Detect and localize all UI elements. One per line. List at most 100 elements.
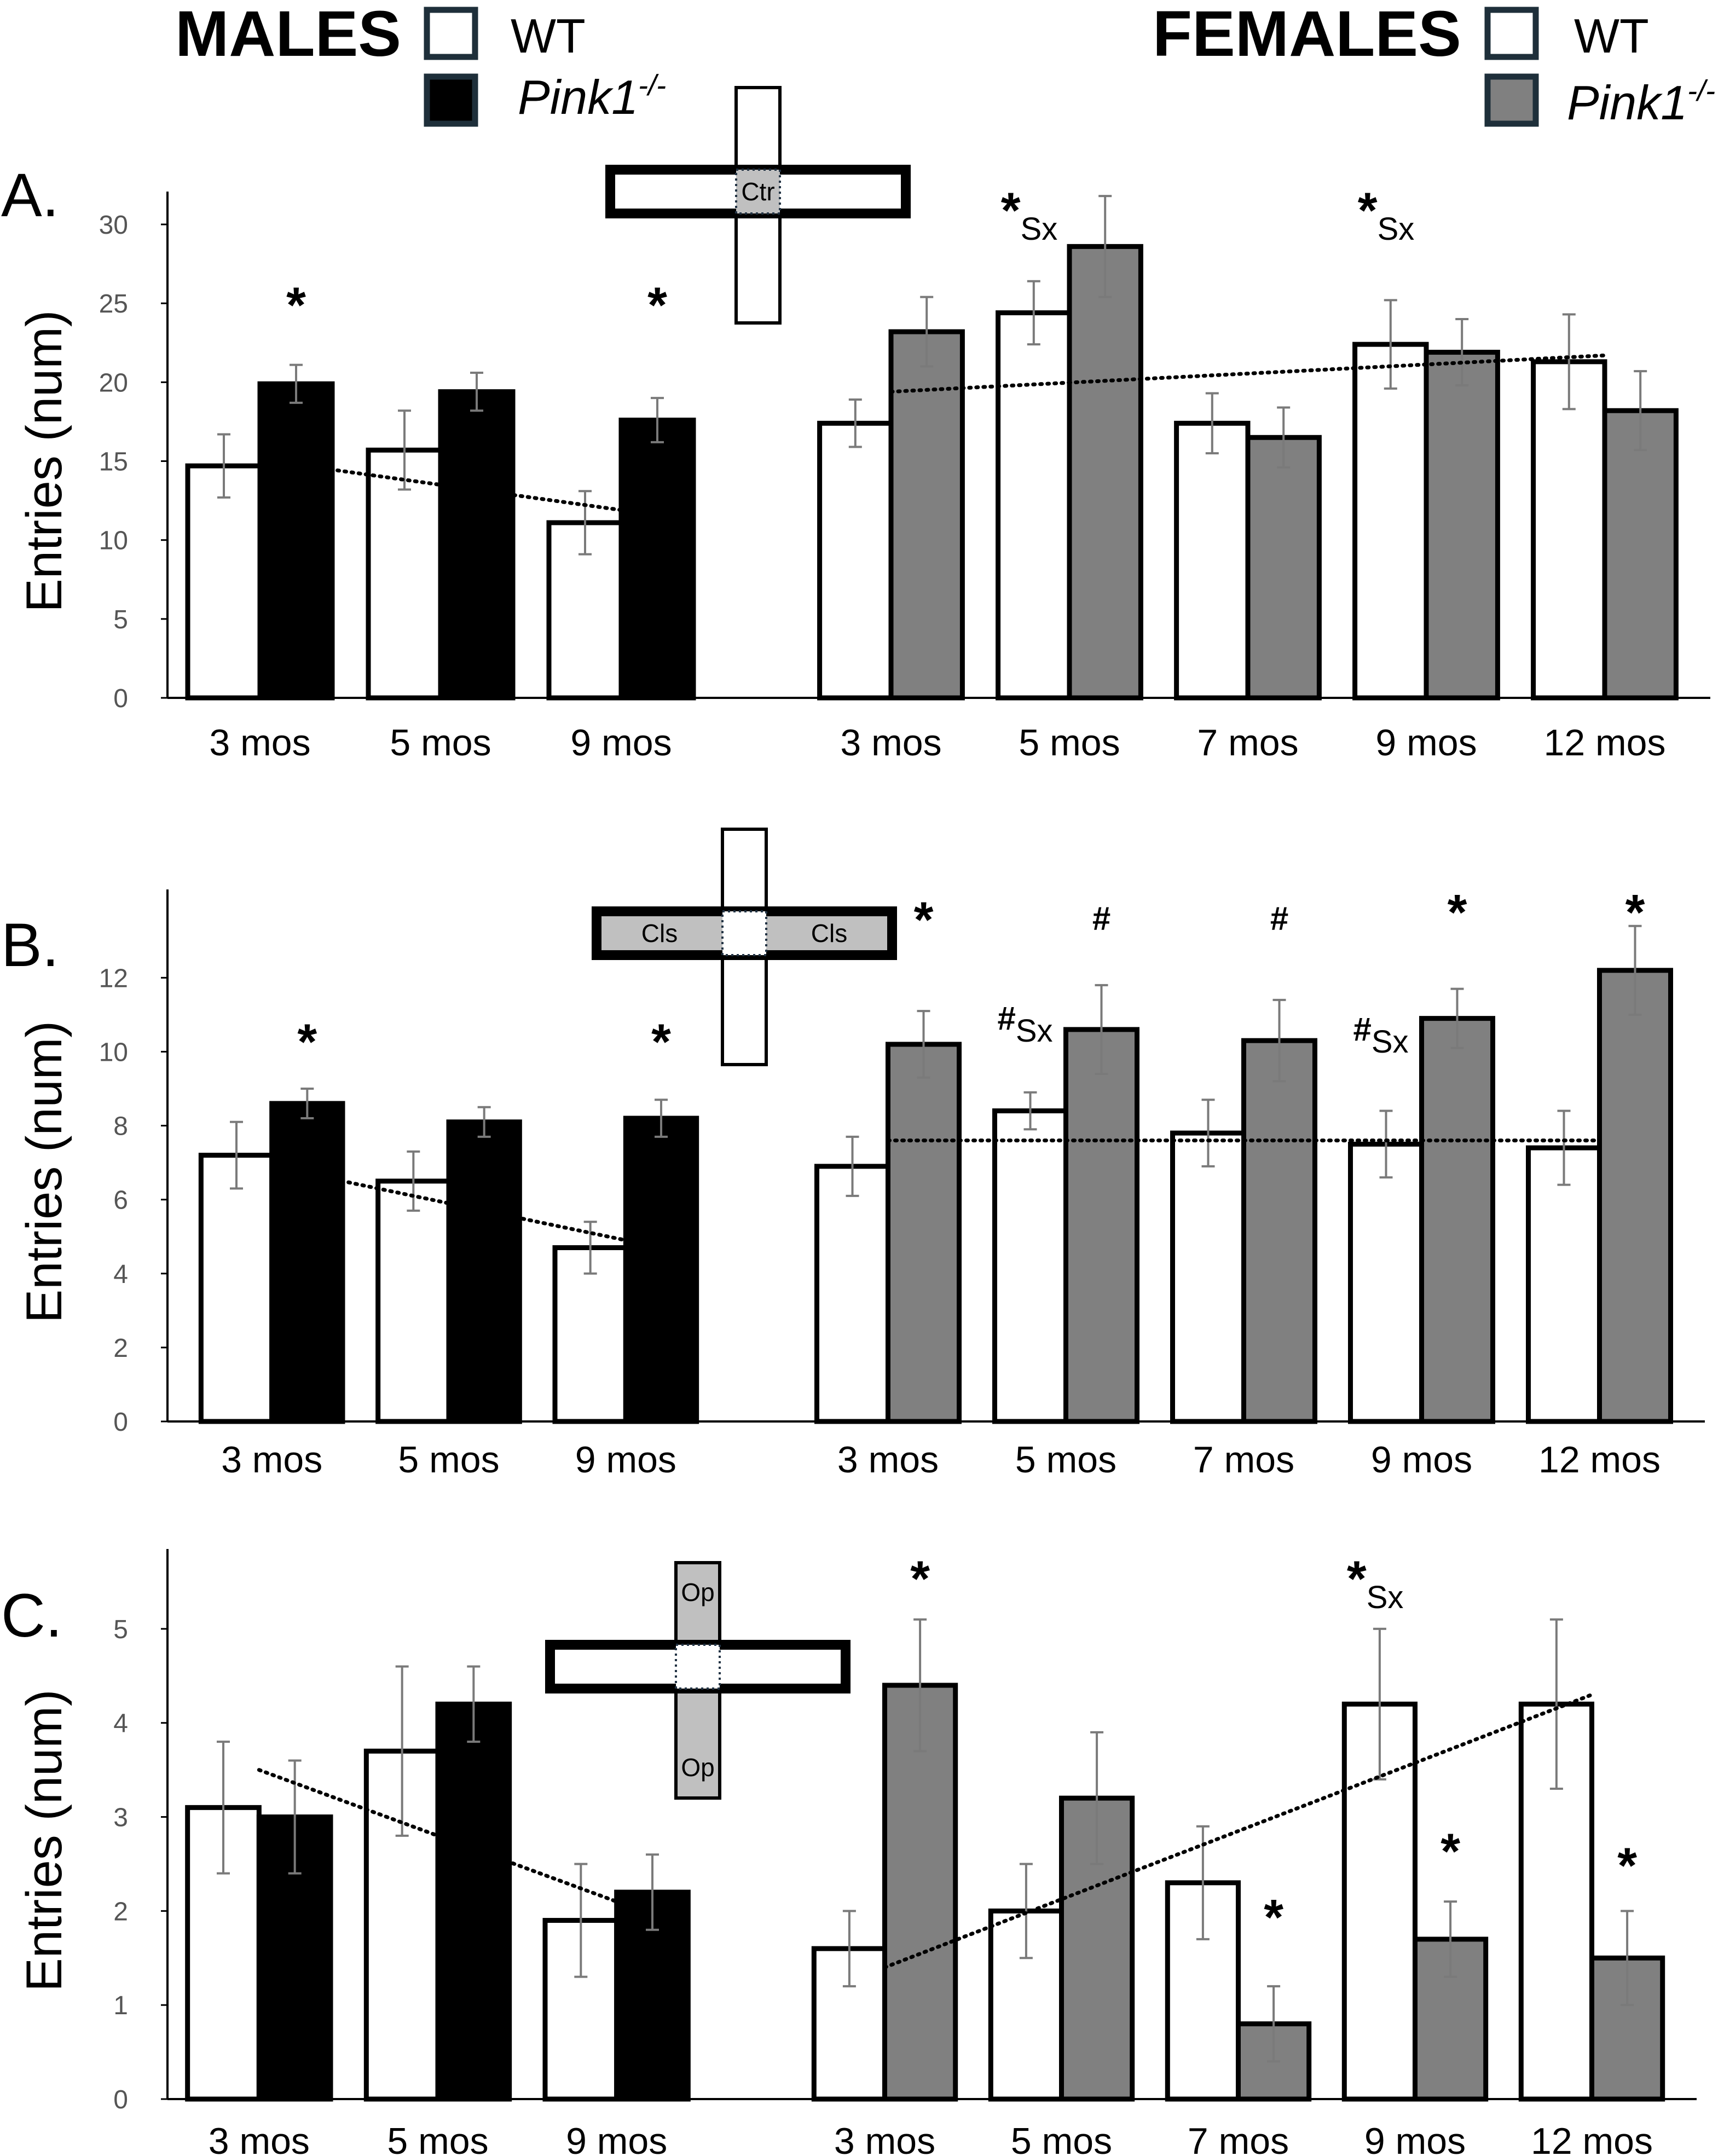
y-axis-label: Entries (num) [16,310,72,612]
significance-sub: Sx [1016,1013,1053,1049]
significance-symbol: * [297,1014,317,1070]
bar-wt [198,1153,275,1424]
significance-sub: Sx [1378,211,1415,247]
significance-marker: * [1440,1824,1460,1880]
significance-marker: * [1448,885,1467,941]
significance-symbol: * [286,278,306,333]
x-category-label: 9 mos [1371,1439,1472,1481]
x-category-label: 9 mos [575,1439,676,1481]
bar-pink1 [1241,1038,1317,1424]
y-tick-label: 20 [99,368,128,397]
x-category-label: 3 mos [209,2120,310,2156]
bar-wt [552,1245,628,1424]
significance-marker: *Sx [1358,183,1415,247]
x-category-label: 5 mos [387,2120,488,2156]
x-category-label: 3 mos [209,722,310,764]
bar-wt [1341,1701,1418,2102]
significance-marker: * [297,1014,317,1070]
significance-symbol: # [998,1000,1016,1037]
maze-inset: Ctr [605,86,911,325]
x-category-label: 9 mos [1375,722,1477,764]
panel-c: C. Entries (num) 0 1 2 3 4 5 3 mos 5 mos 9 mos 3 mo… [1,1549,1697,2156]
x-category-label: 7 mos [1188,2120,1289,2156]
x-category-label: 9 mos [566,2120,667,2156]
bar-wt [366,447,443,701]
significance-symbol: * [914,892,934,948]
bar-wt [375,1178,452,1424]
significance-marker: *Sx [1001,183,1058,247]
bar-wt [817,420,894,701]
significance-symbol: * [910,1551,930,1607]
maze-center [735,169,781,215]
bar-wt [185,463,263,701]
bar-wt [992,1108,1068,1424]
legend-males-ko-swatch [424,73,478,127]
bar-wt [1348,1141,1424,1424]
y-tick-label: 5 [113,605,128,634]
x-category-label: 5 mos [1015,1439,1116,1481]
significance-symbol: * [1617,1838,1637,1894]
bar-pink1 [438,389,516,701]
bar-pink1 [618,418,696,701]
significance-sub: Sx [1021,211,1058,247]
y-tick-label: 25 [99,290,128,319]
maze-zone-label: Op [681,1753,714,1782]
legend-males-wt-swatch [424,7,478,60]
legend-females-ko-swatch [1484,73,1539,127]
x-category-label: 12 mos [1544,722,1666,764]
significance-marker: #Sx [1353,1011,1409,1060]
bar-pink1 [1602,408,1679,701]
legend-females: FEMALES WT Pink1-/- [1153,0,1715,130]
legend-females-ko-sup: -/- [1687,74,1715,107]
x-category-label: 3 mos [834,2120,935,2156]
legend-females-wt-label: WT [1574,9,1649,63]
x-category-label: 5 mos [1019,722,1120,764]
significance-marker: #Sx [998,1000,1053,1049]
legend-females-wt-swatch [1484,7,1539,60]
significance-marker: * [1264,1889,1283,1945]
bar-pink1 [1063,1027,1139,1424]
significance-symbol: * [1448,885,1467,941]
significance-symbol: * [1347,1551,1367,1607]
bar-pink1 [623,1115,699,1424]
trend-line [257,1768,619,1904]
bar-pink1 [1067,244,1143,701]
legend-males-wt-label: WT [511,9,586,63]
bar-pink1 [1419,1016,1495,1424]
trend-line [889,353,1607,394]
y-tick-label: 8 [113,1112,128,1141]
bar-pink1 [269,1101,345,1424]
x-category-label: 7 mos [1193,1439,1294,1481]
legend-females-ko-label: Pink1-/- [1567,74,1715,130]
significance-symbol: * [651,1014,671,1070]
y-tick-label: 10 [99,1038,128,1067]
trend-line [270,1164,628,1242]
y-tick-label: 10 [99,527,128,556]
x-category-label: 5 mos [398,1439,499,1481]
significance-marker: * [286,278,306,333]
y-tick-label: 2 [113,1897,128,1926]
significance-symbol: * [1001,183,1021,239]
x-category-label: 3 mos [221,1439,322,1481]
bar-pink1 [435,1701,512,2102]
bar-wt [1170,1130,1246,1424]
legend-females-title: FEMALES [1153,0,1461,70]
significance-marker: * [651,1014,671,1070]
significance-symbol: * [1264,1889,1283,1945]
legend-males-ko-name: Pink1 [518,70,638,124]
significance-marker: * [647,278,667,333]
bar-wt [1352,342,1429,701]
x-category-label: 3 mos [837,1439,939,1481]
significance-symbol: * [647,278,667,333]
significance-symbol: # [1092,900,1110,937]
legend-males-ko-sup: -/- [638,69,666,102]
bar-pink1 [1424,350,1500,701]
y-tick-label: 12 [99,964,128,993]
bar-pink1 [1245,435,1322,701]
panel-label: B. [1,911,59,979]
bar-wt [996,310,1072,701]
bar-wt [1174,420,1251,701]
maze-inset: Cls Cls [592,828,897,1066]
y-tick-label: 5 [113,1615,128,1644]
